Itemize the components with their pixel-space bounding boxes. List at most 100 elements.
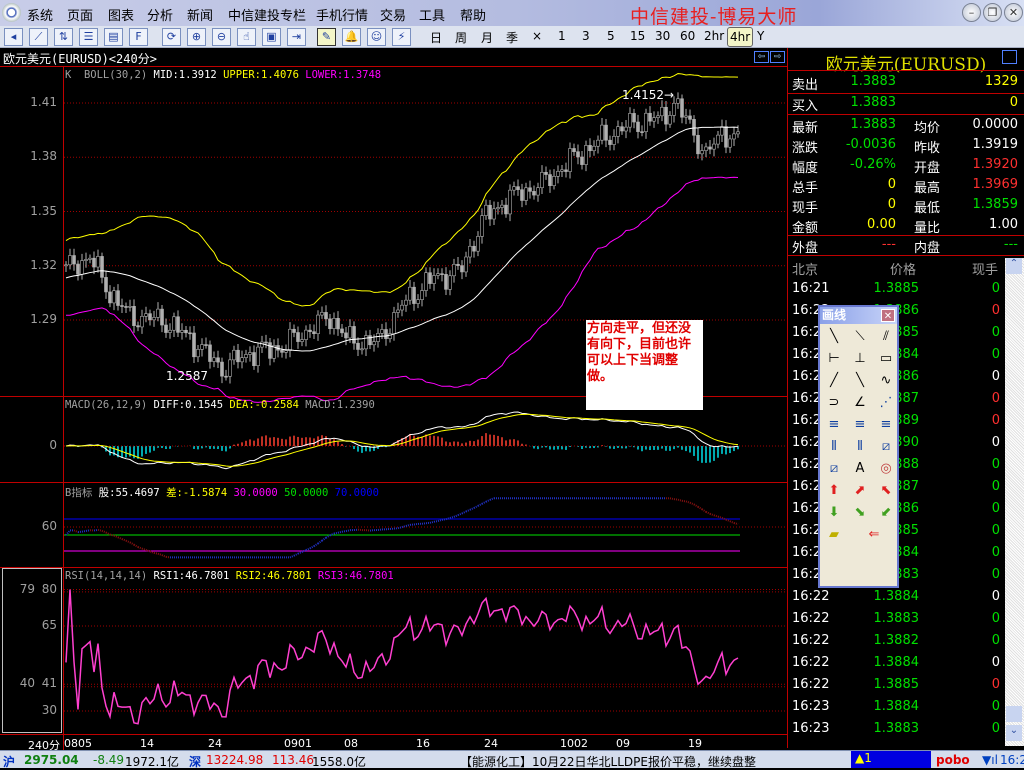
alert-indicator[interactable]: ▲1 xyxy=(851,751,931,768)
fan-icon[interactable]: ⋰ xyxy=(874,393,898,413)
b-l70: 70.0000 xyxy=(335,487,379,499)
b-indicator-segment xyxy=(414,524,418,525)
sell-label: 卖出 xyxy=(792,74,818,93)
chart-annotation[interactable]: 方向走平，但还没有向下，目前也许可以上下当调整做。 xyxy=(586,320,703,410)
channel-icon[interactable]: ⧄ xyxy=(874,437,898,457)
candle-body xyxy=(553,176,556,185)
candle-body xyxy=(317,315,320,334)
b-indicator-segment xyxy=(322,538,326,541)
tick-volume: 0 xyxy=(948,677,1000,692)
b-indicator-segment xyxy=(290,556,294,558)
candle-body xyxy=(613,136,616,144)
boll-lower: LOWER:1.3748 xyxy=(305,69,381,81)
rsi3: RSI3:46.7801 xyxy=(318,570,394,582)
candle-body xyxy=(633,113,636,122)
arrow-down-left-icon[interactable]: ⬋ xyxy=(874,503,898,523)
arrow-down-right-icon[interactable]: ⬊ xyxy=(848,503,872,523)
scroll-down-button[interactable]: ⌄ xyxy=(1006,725,1022,741)
circle-icon[interactable]: ◎ xyxy=(874,459,898,479)
candle-body xyxy=(433,275,436,283)
text-icon[interactable]: A xyxy=(848,459,872,479)
candle-body xyxy=(529,188,532,192)
b-l50: 50.0000 xyxy=(284,487,328,499)
divider xyxy=(788,235,1024,236)
boll-label: K BOLL(30,2) xyxy=(65,69,147,81)
eraser-icon[interactable]: ▰ xyxy=(822,525,846,545)
vertical-line-icon[interactable]: ⊥ xyxy=(848,349,872,369)
sell-volume: 1329 xyxy=(938,74,1018,89)
boll-upper: UPPER:1.4076 xyxy=(223,69,299,81)
b-indicator-segment xyxy=(318,541,322,544)
tick-scrollbar[interactable]: ⌃ ⌄ xyxy=(1005,258,1024,746)
candle-body xyxy=(181,330,184,332)
maximize-panel-button[interactable] xyxy=(1002,50,1017,64)
candle-body xyxy=(589,145,592,150)
b-indicator-segment xyxy=(326,535,330,537)
line-icon[interactable]: ╲ xyxy=(822,327,846,347)
b-indicator-segment xyxy=(98,530,102,531)
inner-value: --- xyxy=(938,237,1018,252)
minimize-button[interactable]: – xyxy=(962,3,981,22)
tick-volume: 0 xyxy=(948,479,1000,494)
b-indicator-segment xyxy=(422,523,426,524)
close-button[interactable]: ✕ xyxy=(1004,3,1023,22)
gann-icon[interactable]: ≡ xyxy=(822,415,846,435)
b-indicator-segment xyxy=(130,542,134,544)
scroll-up-button[interactable]: ⌃ xyxy=(1006,258,1022,274)
ray-down-icon[interactable]: ╲ xyxy=(848,371,872,391)
candle-body xyxy=(693,119,696,135)
tick-header: 价格 xyxy=(868,259,938,278)
news-ticker[interactable]: 【能源化工】10月22日华北LLDPE报价平稳，继续盘整 xyxy=(460,753,756,770)
arrow-up-right-icon[interactable]: ⬈ xyxy=(848,481,872,501)
sz-amount: 1558.0亿 xyxy=(312,753,366,770)
parallel-icon[interactable]: ⫽ xyxy=(874,327,898,347)
tick-volume: 0 xyxy=(948,523,1000,538)
scroll-thumb[interactable] xyxy=(1006,706,1022,722)
sine-icon[interactable]: ∿ xyxy=(874,371,898,391)
segment-icon[interactable]: ⟍ xyxy=(848,327,872,347)
candle-body xyxy=(305,330,308,339)
candle-body xyxy=(537,188,540,195)
candle-body xyxy=(301,340,304,342)
b-indicator-segment xyxy=(430,522,434,523)
speed-lines-icon[interactable]: ⧄ xyxy=(822,459,846,479)
b-indicator-segment xyxy=(674,499,678,500)
quote-value: 0.00 xyxy=(818,217,896,232)
rectangle-icon[interactable]: ▭ xyxy=(874,349,898,369)
candle-body xyxy=(397,310,400,313)
b-indicator-segment xyxy=(142,549,146,550)
fibonacci-icon[interactable]: ≡ xyxy=(874,415,898,435)
b-indicator-segment xyxy=(314,544,318,547)
arc-icon[interactable]: ⊃ xyxy=(822,393,846,413)
arrow-up-left-icon[interactable]: ⬉ xyxy=(874,481,898,501)
percent-icon[interactable]: ≡ xyxy=(848,415,872,435)
candle-body xyxy=(717,135,720,144)
ray-up-icon[interactable]: ╱ xyxy=(822,371,846,391)
draw-tools-close-button[interactable]: ✕ xyxy=(881,309,895,322)
angle-icon[interactable]: ∠ xyxy=(848,393,872,413)
candle-body xyxy=(157,309,160,317)
b-indicator-segment xyxy=(710,514,714,515)
fib-time-icon[interactable]: ⦀ xyxy=(848,437,872,457)
buy-label: 买入 xyxy=(792,95,818,114)
candle-body xyxy=(113,291,116,303)
b-indicator-segment xyxy=(294,554,298,556)
sh-label: 沪 xyxy=(3,753,15,770)
arrow-down-icon[interactable]: ⬇ xyxy=(822,503,846,523)
cycle-lines-icon[interactable]: ⦀ xyxy=(822,437,846,457)
tick-volume: 0 xyxy=(948,281,1000,296)
b-indicator-segment xyxy=(690,503,694,505)
b-indicator-segment xyxy=(82,531,86,532)
arrow-up-icon[interactable]: ⬆ xyxy=(822,481,846,501)
b-indicator-segment xyxy=(734,523,738,524)
divider xyxy=(788,70,1024,71)
time-tick: 09 xyxy=(616,737,630,750)
quote-label: 均价 xyxy=(914,117,940,136)
horizontal-line-icon[interactable]: ⊢ xyxy=(822,349,846,369)
restore-button[interactable]: ❐ xyxy=(983,3,1002,22)
b-indicator-segment xyxy=(74,530,78,532)
sz-change: 113.46 xyxy=(272,753,314,767)
list-tool-icon[interactable]: ⇐ xyxy=(862,525,886,545)
